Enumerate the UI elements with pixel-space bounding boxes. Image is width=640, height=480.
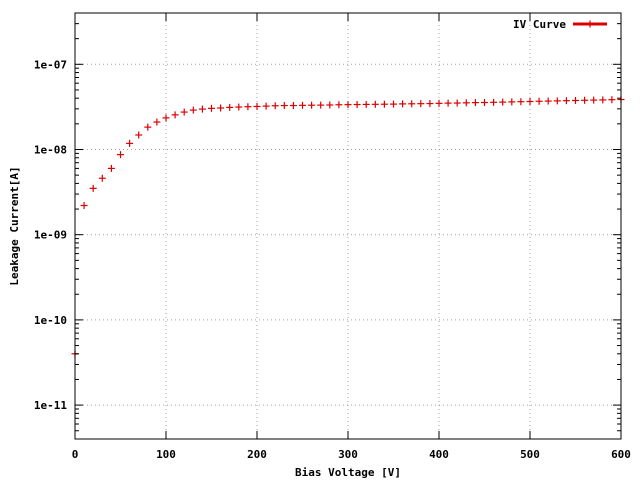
data-point (208, 104, 215, 112)
data-point (226, 103, 234, 111)
data-point (526, 97, 534, 105)
data-point (481, 99, 488, 107)
data-point (107, 164, 115, 172)
data-point (399, 100, 407, 108)
data-point (581, 96, 589, 104)
data-point (235, 103, 243, 111)
data-point (553, 97, 561, 105)
data-point (535, 97, 543, 105)
x-tick-label: 500 (520, 448, 540, 461)
data-point (362, 100, 370, 108)
data-series (71, 96, 625, 358)
data-point (444, 99, 452, 107)
data-point (599, 96, 607, 104)
x-tick-label: 300 (338, 448, 358, 461)
x-tick-label: 600 (611, 448, 631, 461)
data-point (244, 103, 252, 111)
x-tick-label: 100 (156, 448, 176, 461)
data-point (435, 99, 443, 107)
x-tick-label: 200 (247, 448, 267, 461)
data-point (517, 98, 525, 106)
data-point (89, 184, 97, 192)
x-tick-labels: 0 100 200 300 400 500 600 (72, 448, 631, 461)
data-point (608, 96, 616, 104)
data-point (544, 97, 552, 105)
data-point (371, 100, 379, 108)
legend-label: IV Curve (513, 18, 566, 31)
data-point (126, 139, 134, 147)
data-point (380, 100, 388, 108)
data-point (453, 99, 461, 107)
data-point (590, 96, 598, 104)
grid-lines (75, 13, 621, 439)
data-point (135, 131, 143, 139)
y-tick-label: 1e-07 (34, 58, 67, 71)
data-point (317, 101, 325, 109)
data-point (390, 100, 397, 108)
data-point (289, 102, 297, 110)
data-point (153, 118, 161, 126)
data-point (308, 101, 316, 109)
x-axis-label: Bias Voltage [V] (295, 466, 401, 479)
data-point (253, 102, 261, 110)
x-tick-label: 400 (429, 448, 449, 461)
data-point (171, 111, 179, 119)
data-point (144, 123, 152, 131)
data-point (562, 97, 570, 105)
y-tick-label: 1e-11 (34, 399, 67, 412)
data-point (408, 100, 416, 108)
y-axis-label: Leakage Current[A] (8, 166, 21, 285)
data-point (508, 98, 516, 106)
data-point (271, 102, 279, 110)
data-point (280, 102, 288, 110)
data-point (162, 114, 170, 122)
data-point (217, 104, 225, 112)
data-point (471, 99, 479, 107)
data-point (299, 101, 306, 109)
data-point (80, 202, 88, 210)
data-point (262, 102, 270, 110)
data-point (344, 101, 352, 109)
x-tick-label: 0 (72, 448, 79, 461)
data-point (326, 101, 334, 109)
data-point (426, 100, 434, 108)
data-point (117, 151, 124, 159)
axis-ticks (74, 12, 622, 440)
data-point (180, 108, 188, 116)
data-point (417, 100, 425, 108)
data-point (572, 96, 579, 104)
y-tick-labels: 1e-11 1e-10 1e-09 1e-08 1e-07 (34, 58, 67, 412)
data-point (353, 101, 361, 109)
data-point (462, 99, 470, 107)
data-point (189, 106, 197, 114)
data-point (335, 101, 343, 109)
data-point (490, 98, 498, 106)
y-tick-label: 1e-08 (34, 143, 67, 156)
data-point (98, 174, 106, 182)
legend-marker (586, 20, 594, 28)
legend: IV Curve (513, 18, 607, 31)
y-tick-label: 1e-10 (34, 314, 67, 327)
data-point (499, 98, 507, 106)
data-point (198, 105, 206, 113)
y-tick-label: 1e-09 (34, 229, 67, 242)
